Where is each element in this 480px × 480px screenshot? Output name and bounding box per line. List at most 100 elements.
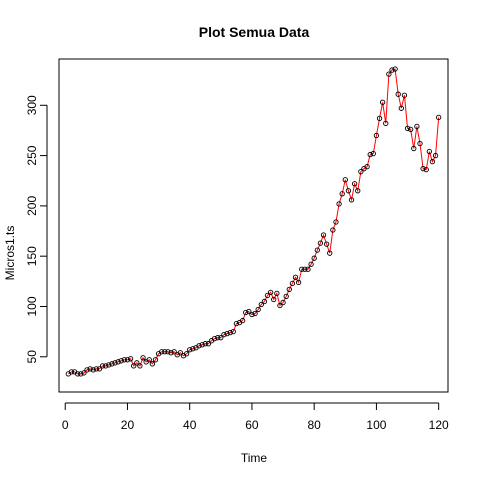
data-point [404, 125, 411, 132]
data-point [196, 343, 202, 349]
data-point [68, 369, 75, 375]
data-point [202, 341, 208, 347]
data-point [370, 150, 376, 157]
data-point [106, 362, 112, 368]
y-tick-label: 250 [25, 145, 39, 165]
data-point [121, 357, 128, 363]
data-point [302, 266, 308, 272]
data-point [87, 366, 93, 372]
x-tick-label: 60 [245, 418, 259, 432]
data-point [137, 363, 143, 369]
data-point [187, 347, 193, 353]
data-point [199, 342, 205, 348]
series-line [68, 68, 440, 375]
data-point [295, 279, 302, 285]
data-point [190, 346, 196, 352]
data-point [112, 360, 118, 366]
data-point [146, 357, 152, 363]
y-tick-label: 300 [25, 95, 39, 115]
data-point [246, 308, 252, 315]
data-point [171, 349, 177, 355]
data-point [401, 92, 408, 98]
data-point [358, 169, 364, 175]
data-point [149, 361, 156, 367]
data-point [323, 241, 330, 247]
data-point [81, 370, 87, 376]
data-point [267, 289, 274, 296]
data-point [299, 266, 305, 272]
data-point [429, 158, 436, 165]
data-point [414, 123, 420, 130]
data-point [342, 177, 348, 183]
y-tick-label: 150 [25, 246, 39, 266]
data-point [277, 302, 283, 309]
data-point [159, 349, 165, 355]
data-point [264, 292, 271, 299]
data-point [333, 219, 339, 225]
data-point [355, 188, 361, 194]
data-point [286, 286, 292, 293]
data-point [252, 310, 258, 317]
data-point [379, 99, 386, 105]
data-point [436, 114, 442, 121]
data-point [118, 358, 124, 364]
data-point [317, 240, 324, 246]
data-point [183, 351, 190, 357]
data-point [109, 361, 115, 367]
data-point [261, 298, 268, 305]
data-point [255, 306, 261, 313]
x-tick-label: 40 [183, 418, 197, 432]
data-point [230, 328, 236, 335]
data-point [274, 290, 280, 297]
data-point [367, 151, 373, 158]
data-point [249, 311, 255, 318]
data-point [373, 132, 380, 139]
y-tick-label: 200 [25, 196, 39, 216]
data-point [115, 359, 121, 365]
data-point [348, 197, 355, 203]
data-point [311, 255, 317, 261]
data-point [227, 329, 233, 336]
data-point [280, 299, 286, 306]
data-point [339, 191, 345, 197]
data-point [205, 341, 212, 347]
data-point [224, 330, 230, 337]
y-tick-label: 100 [25, 296, 39, 316]
x-axis-label: Time [241, 451, 268, 465]
data-point [84, 367, 90, 373]
data-point [165, 349, 171, 355]
data-point [218, 335, 224, 341]
y-tick-label: 50 [25, 350, 39, 364]
data-point [364, 163, 370, 170]
data-point [383, 120, 389, 127]
data-point [258, 301, 264, 308]
data-point [96, 366, 103, 372]
data-point [99, 363, 106, 369]
data-point [351, 181, 358, 187]
data-point [78, 371, 84, 377]
data-point [308, 261, 314, 267]
data-point [93, 366, 99, 372]
x-tick-label: 120 [429, 418, 449, 432]
data-point [432, 152, 439, 159]
data-point [305, 266, 311, 272]
x-tick-label: 0 [62, 418, 69, 432]
x-tick-label: 20 [121, 418, 135, 432]
data-point [408, 126, 414, 133]
data-point [243, 309, 249, 316]
data-point [177, 350, 184, 356]
data-point [411, 145, 417, 152]
data-point [233, 320, 240, 327]
y-axis-label: Micros1.ts [3, 226, 17, 281]
x-axis: 0 20 40 60 80 100 120 [62, 402, 449, 432]
data-point [221, 332, 227, 338]
data-point [162, 349, 168, 355]
y-axis: 50 100 150 200 250 300 [25, 95, 48, 364]
data-point [420, 166, 426, 172]
data-point [168, 350, 174, 356]
data-point [423, 167, 429, 173]
data-point [75, 371, 81, 377]
data-point [289, 280, 296, 286]
data-point [327, 250, 333, 256]
data-point [140, 355, 146, 361]
